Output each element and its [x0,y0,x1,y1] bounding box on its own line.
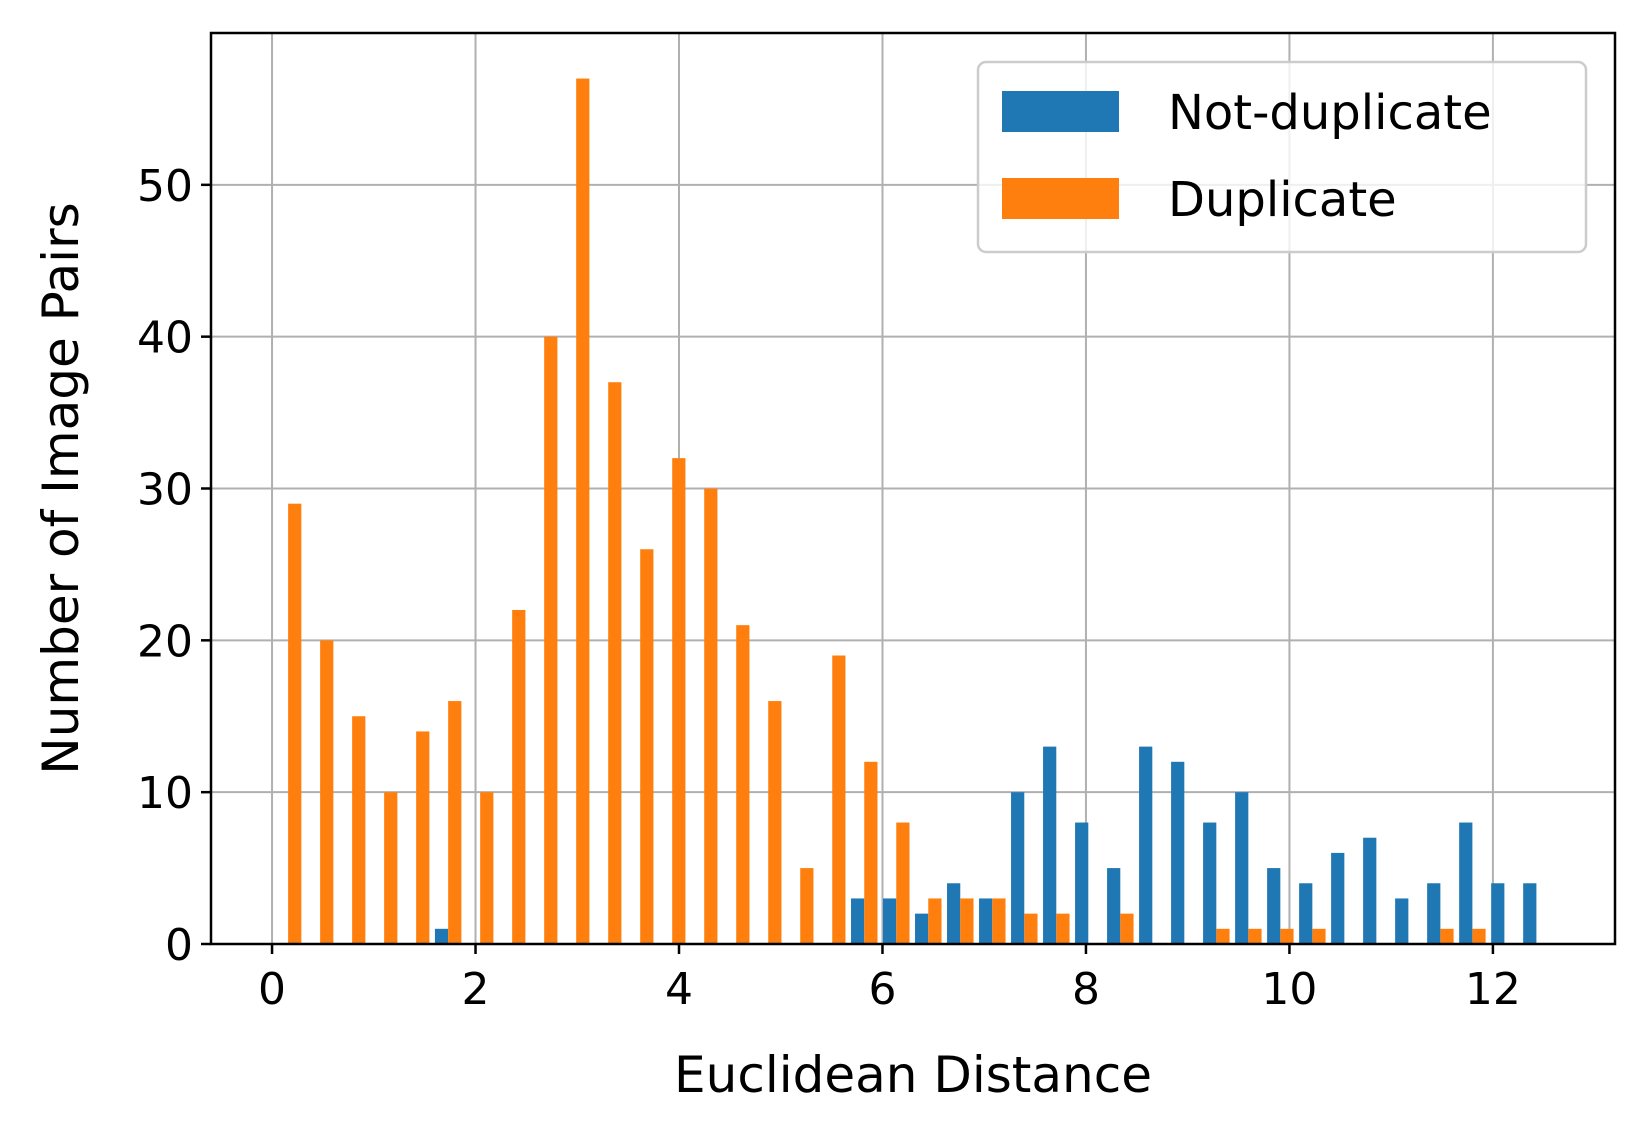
bar-duplicate [320,640,334,944]
bar-duplicate [416,731,430,944]
bar-duplicate [1440,928,1454,944]
bar-duplicate [1280,928,1294,944]
axis-ticks: 0 2 4 6 8 10 12 0 10 20 30 40 50 [137,161,1521,1015]
y-tick-label: 20 [137,616,193,667]
bar-not-duplicate [434,928,449,944]
bar-duplicate [1312,928,1326,944]
bar-not-duplicate [947,883,961,944]
bar-not-duplicate [1043,746,1057,944]
bar-not-duplicate [1235,792,1249,944]
bar-duplicate [768,701,782,944]
bar-not-duplicate [1299,883,1313,944]
y-tick-label: 10 [137,768,193,819]
bar-not-duplicate [851,898,865,944]
bar-duplicate [640,549,654,944]
x-tick-label: 10 [1261,964,1317,1015]
legend-label-not-duplicate: Not-duplicate [1168,85,1492,141]
y-tick-label: 50 [137,161,193,212]
bar-duplicate [992,898,1006,944]
x-tick-label: 6 [868,964,896,1015]
x-tick-label: 0 [258,964,286,1015]
legend-swatch-not-duplicate [1002,91,1119,132]
bar-duplicate [288,503,302,944]
x-tick-label: 2 [462,964,490,1015]
bar-duplicate [960,898,974,944]
bar-not-duplicate [1267,868,1281,944]
bar-duplicate [1120,913,1134,944]
bar-not-duplicate [1523,883,1537,944]
bar-not-duplicate [1203,822,1217,944]
x-tick-label: 12 [1465,964,1521,1015]
y-tick-label: 0 [165,920,193,971]
legend-label-duplicate: Duplicate [1168,172,1397,228]
bars [288,78,1537,945]
bar-duplicate [928,898,942,944]
bar-duplicate [480,792,494,944]
bar-not-duplicate [1011,792,1025,944]
bar-duplicate [832,655,846,944]
bar-not-duplicate [1459,822,1473,944]
bar-duplicate [1472,928,1486,944]
bar-not-duplicate [1331,852,1345,944]
bar-duplicate [864,761,878,944]
bar-duplicate [512,609,526,944]
bar-not-duplicate [1171,761,1185,944]
y-axis-title: Number of Image Pairs [32,202,90,774]
bar-duplicate [736,625,750,944]
bar-duplicate [672,458,686,944]
bar-duplicate [352,716,366,944]
bar-not-duplicate [1075,822,1089,944]
bar-not-duplicate [1139,746,1153,944]
bar-duplicate [576,78,590,945]
bar-not-duplicate [883,898,897,944]
bar-not-duplicate [1491,883,1505,944]
y-tick-label: 40 [137,313,193,364]
x-tick-label: 4 [665,964,693,1015]
bar-duplicate [1248,928,1262,944]
bar-duplicate [448,701,462,944]
x-axis-title: Euclidean Distance [674,1046,1152,1104]
x-tick-label: 8 [1072,964,1100,1015]
bar-not-duplicate [1427,883,1441,944]
bar-duplicate [704,488,718,944]
bar-not-duplicate [1107,868,1121,944]
bar-not-duplicate [1363,837,1377,944]
bar-not-duplicate [979,898,993,944]
bar-duplicate [1056,913,1070,944]
bar-duplicate [384,792,398,944]
bar-duplicate [1024,913,1038,944]
bar-duplicate [544,336,558,945]
y-tick-label: 30 [137,465,193,516]
legend-swatch-duplicate [1002,178,1119,219]
bar-duplicate [608,382,622,944]
bar-not-duplicate [915,913,929,944]
bar-not-duplicate [1395,898,1409,944]
legend-box [976,60,1588,254]
bar-duplicate [1216,928,1230,944]
bar-duplicate [896,822,910,944]
legend: Not-duplicate Duplicate [976,60,1588,254]
bar-duplicate [800,868,814,944]
